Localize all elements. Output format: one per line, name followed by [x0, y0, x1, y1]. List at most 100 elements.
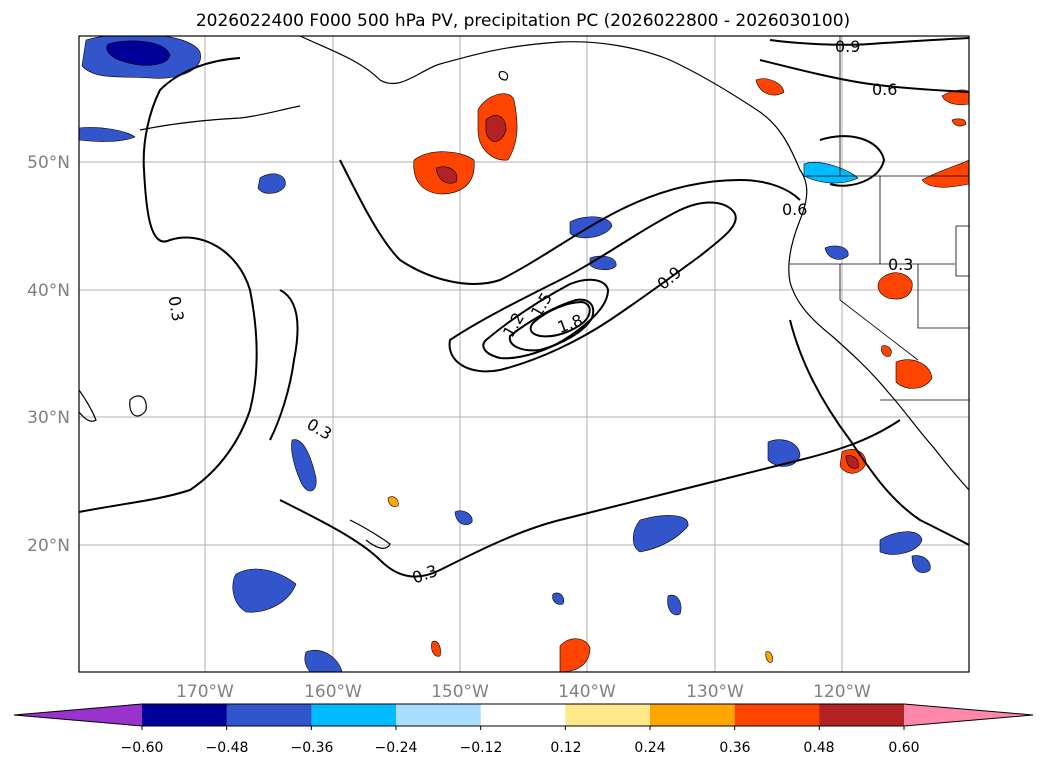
neg-area-5	[232, 568, 297, 613]
neg-area-4	[291, 439, 317, 492]
map-frame	[78, 35, 970, 673]
pos-area-13	[765, 651, 773, 663]
pv-contours	[79, 37, 969, 578]
colorbar-tick-label: −0.12	[460, 740, 503, 756]
coastline-west-island	[79, 389, 97, 422]
neg-area-13	[552, 592, 565, 605]
map-background	[79, 36, 969, 672]
coastline-aleutians	[139, 105, 301, 131]
contour-label-0.6-top: 0.6	[872, 80, 897, 99]
political-borders	[790, 36, 969, 401]
pos-area-8-core	[845, 455, 859, 469]
colorbar-swatch	[311, 704, 397, 726]
neg-area-6	[632, 515, 689, 553]
pos-area-10	[431, 640, 441, 657]
colorbar-swatch	[565, 704, 651, 726]
colorbar-extend-low	[14, 704, 142, 726]
colorbar-tick-label: 0.12	[550, 740, 581, 756]
border-nv-ut	[917, 264, 969, 329]
colorbar-swatch	[819, 704, 905, 726]
pos-area-3	[755, 78, 785, 96]
lat-label-40n: 40°N	[27, 281, 70, 301]
pos-area-1-core	[435, 166, 458, 184]
contour-1.2	[482, 278, 610, 360]
contour-0.6-top	[759, 59, 969, 93]
coastlines	[79, 36, 969, 549]
lat-label-20n: 20°N	[27, 536, 70, 556]
colorbar-extend-high	[904, 704, 1033, 726]
pos-area-2-core	[485, 115, 507, 142]
colorbar-tick-label: −0.24	[375, 740, 418, 756]
longitude-labels: 170°W 160°W 150°W 140°W 130°W 120°W	[176, 682, 871, 702]
colorbar-tick-label: 0.60	[888, 740, 919, 756]
contour-0.3-east-inner	[789, 319, 969, 546]
lon-label-170w: 170°W	[176, 682, 234, 702]
neg-area-3	[589, 255, 617, 270]
pos-area-6	[877, 272, 913, 300]
gridlines	[79, 36, 969, 672]
coastline-island-2	[129, 395, 147, 417]
figure-title: 2026022400 F000 500 hPa PV, precipitatio…	[196, 11, 850, 31]
colorbar	[13, 703, 1034, 730]
border-wy	[955, 225, 969, 277]
neg-area-w	[79, 127, 136, 142]
colorbar-tick-label: −0.48	[206, 740, 249, 756]
lat-label-50n: 50°N	[27, 153, 70, 173]
contour-0.3-south	[279, 419, 901, 578]
neg-area-8	[879, 531, 923, 555]
neg-area-11	[454, 510, 473, 525]
pos-area-14	[951, 118, 967, 127]
precip-negative-areas	[79, 36, 931, 672]
neg-area-nw-core	[106, 40, 171, 66]
pos-area-9	[559, 638, 591, 672]
map-plot-area: 0.9 0.6 0.6 0.3 0.3 0.3 0.3 0.9 1.2 1.5 …	[79, 36, 969, 672]
colorbar-swatch	[734, 704, 820, 726]
neg-area-14	[824, 245, 849, 260]
pos-area-11	[387, 496, 399, 507]
border-ca-nv	[839, 264, 919, 361]
lon-label-120w: 120°W	[813, 682, 871, 702]
contour-label-0.3-east: 0.3	[888, 255, 913, 274]
contour-label-0.3-west: 0.3	[165, 294, 188, 322]
contour-1.8	[529, 300, 591, 338]
pos-area-5	[921, 159, 969, 188]
neg-area-12	[667, 594, 682, 616]
contour-label-0.6-coast: 0.6	[782, 200, 807, 219]
colorbar-swatch	[480, 704, 566, 726]
lon-label-160w: 160°W	[304, 682, 362, 702]
latitude-labels: 50°N 40°N 30°N 20°N	[27, 153, 70, 556]
lon-label-130w: 130°W	[686, 682, 744, 702]
colorbar-tick-label: 0.36	[719, 740, 750, 756]
precip-positive-areas	[387, 78, 969, 672]
contour-0.6	[339, 159, 801, 285]
neg-area-coast	[803, 162, 859, 184]
lat-label-30n: 30°N	[27, 408, 70, 428]
colorbar-swatch	[396, 704, 482, 726]
colorbar-swatch	[650, 704, 736, 726]
coastline-islet	[498, 71, 509, 81]
pos-area-12	[881, 345, 892, 357]
colorbar-tick-label: 0.24	[634, 740, 665, 756]
lon-label-150w: 150°W	[431, 682, 489, 702]
contour-label-0.9-top: 0.9	[835, 37, 860, 56]
colorbar-tick-label: 0.48	[803, 740, 834, 756]
colorbar-tick-labels: −0.60 −0.48 −0.36 −0.24 −0.12 0.12 0.24 …	[121, 740, 920, 756]
contour-coast-loop	[819, 135, 886, 187]
contour-0.3-mid-loop	[269, 289, 299, 441]
neg-area-10	[304, 650, 343, 672]
colorbar-tick-label: −0.60	[121, 740, 164, 756]
lon-label-140w: 140°W	[558, 682, 616, 702]
coastline-hawaii	[349, 519, 391, 549]
contour-0.9-top	[769, 37, 969, 46]
contour-0.3-west	[79, 57, 258, 513]
colorbar-swatch	[226, 704, 312, 726]
neg-area-1	[257, 173, 286, 194]
colorbar-tick-label: −0.36	[291, 740, 334, 756]
neg-area-7	[767, 439, 801, 467]
neg-area-9	[911, 555, 931, 573]
contour-0.9	[448, 201, 737, 373]
coastline-north-america	[299, 36, 969, 491]
pos-area-7	[895, 359, 933, 389]
colorbar-swatch	[142, 704, 228, 726]
